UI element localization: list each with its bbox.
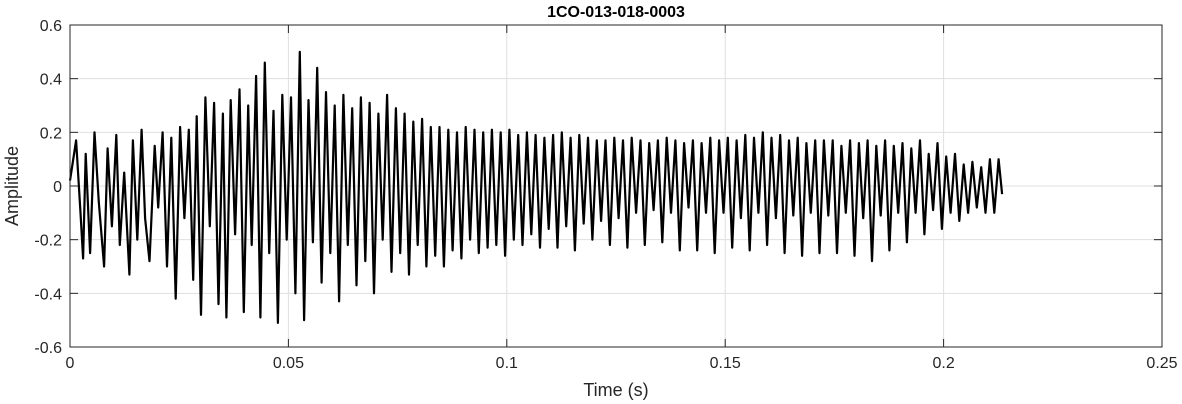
x-tick-label: 0.2 bbox=[932, 355, 954, 372]
y-tick-label: 0.4 bbox=[40, 72, 62, 89]
x-tick-label: 0.15 bbox=[710, 355, 741, 372]
tick-marks bbox=[69, 24, 1163, 348]
y-tick-label: -0.2 bbox=[34, 233, 62, 250]
x-tick-label: 0.25 bbox=[1146, 355, 1177, 372]
x-tick-label: 0.1 bbox=[496, 355, 518, 372]
y-axis-label: Amplitude bbox=[2, 146, 22, 226]
x-axis-label: Time (s) bbox=[583, 380, 648, 400]
x-tick-labels: 0 0.05 0.1 0.15 0.2 0.25 bbox=[66, 355, 1178, 372]
series-group bbox=[68, 50, 1004, 324]
x-tick-label: 0.05 bbox=[273, 355, 304, 372]
y-tick-label: 0 bbox=[53, 179, 62, 196]
chart-title: 1CO-013-018-0003 bbox=[547, 4, 685, 21]
x-tick-label: 0 bbox=[66, 355, 75, 372]
y-tick-labels: -0.6 -0.4 -0.2 0 0.2 0.4 0.6 bbox=[34, 18, 62, 357]
y-tick-label: -0.4 bbox=[34, 286, 62, 303]
y-tick-label: -0.6 bbox=[34, 340, 62, 357]
waveform-series-line bbox=[68, 50, 1004, 324]
y-tick-label: 0.2 bbox=[40, 125, 62, 142]
y-tick-label: 0.6 bbox=[40, 18, 62, 35]
